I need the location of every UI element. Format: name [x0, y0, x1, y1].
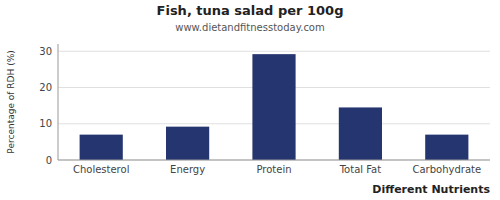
x-tick-label: Protein [256, 164, 291, 175]
bar [80, 135, 123, 160]
x-tick-label: Cholesterol [73, 164, 129, 175]
x-axis [58, 160, 490, 161]
y-tick-label: 0 [46, 155, 52, 166]
x-tick-label: Carbohydrate [412, 164, 481, 175]
bar [252, 54, 295, 160]
title: Fish, tuna salad per 100g [157, 3, 344, 18]
y-tick-label: 10 [39, 118, 52, 129]
subtitle: www.dietandfitnesstoday.com [175, 22, 324, 33]
x-axis-label: Different Nutrients [372, 183, 490, 196]
y-axis [58, 44, 59, 160]
bars [80, 54, 469, 160]
chart: Fish, tuna salad per 100g www.dietandfitn… [0, 0, 500, 200]
y-tick-label: 30 [39, 46, 52, 57]
bar [166, 127, 209, 160]
x-tick-label: Total Fat [339, 164, 381, 175]
bar [425, 135, 468, 160]
y-tick-label: 20 [39, 82, 52, 93]
bar [339, 107, 382, 160]
x-tick-label: Energy [170, 164, 205, 175]
y-axis-label: Percentage of RDH (%) [6, 50, 16, 153]
grid [58, 51, 490, 160]
grid-line [58, 51, 490, 52]
grid-line [58, 160, 490, 161]
background [0, 0, 500, 200]
